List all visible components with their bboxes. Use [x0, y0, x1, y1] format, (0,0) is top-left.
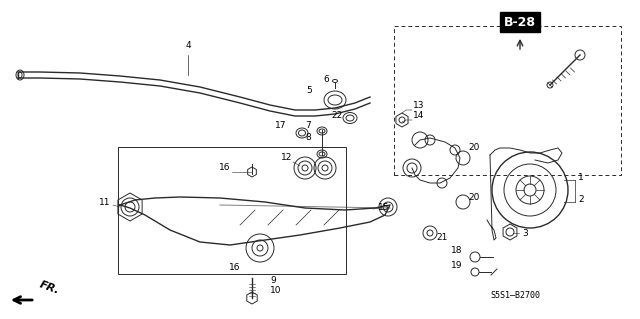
Text: 1: 1 [578, 173, 584, 182]
Bar [394, 26, 621, 175]
Text: 7: 7 [305, 121, 311, 130]
Text: 9: 9 [270, 276, 276, 285]
Text: 20: 20 [468, 193, 479, 202]
Text: 10: 10 [270, 286, 282, 295]
Text: 22: 22 [332, 111, 343, 120]
Text: 17: 17 [275, 121, 286, 130]
Text: B-28: B-28 [504, 16, 536, 28]
Text: 15: 15 [378, 203, 390, 212]
Text: 4: 4 [185, 41, 191, 50]
Text: 20: 20 [468, 143, 479, 152]
Text: 16: 16 [228, 263, 240, 272]
Text: 6: 6 [323, 75, 329, 84]
Text: 2: 2 [578, 195, 584, 204]
Text: 8: 8 [305, 133, 311, 142]
Text: 12: 12 [280, 153, 292, 162]
Text: 5: 5 [307, 86, 312, 95]
Text: 11: 11 [99, 198, 110, 207]
Text: 3: 3 [522, 229, 528, 238]
Text: 21: 21 [436, 233, 447, 242]
Text: 13: 13 [413, 101, 424, 110]
Text: 19: 19 [451, 261, 462, 270]
Bar [118, 147, 346, 274]
Text: FR.: FR. [38, 279, 61, 296]
Text: S5S1—B2700: S5S1—B2700 [490, 291, 540, 300]
Text: 18: 18 [451, 246, 462, 255]
Text: 16: 16 [218, 163, 230, 172]
Text: 14: 14 [413, 111, 424, 120]
